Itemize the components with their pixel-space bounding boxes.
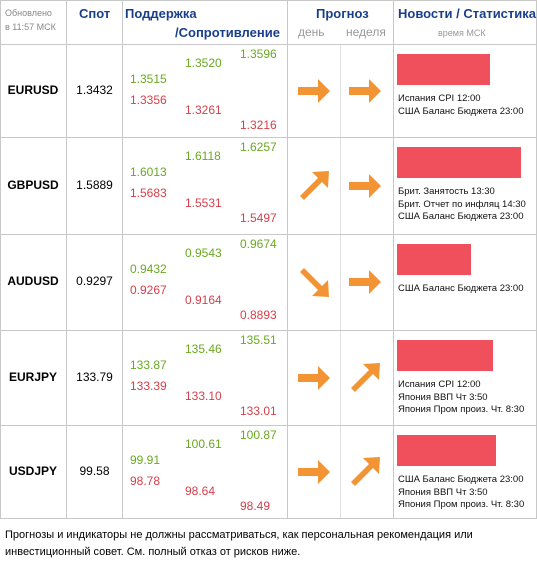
mid-level-1: 1.6118 [185, 149, 221, 163]
mid-level-1: 1.3520 [185, 56, 222, 70]
news-item: США Баланс Бюджета 23:00 [398, 211, 524, 222]
support-level-1: 0.9432 [130, 262, 167, 276]
news-item: Япония ВВП Чт 3:50 [398, 391, 488, 403]
mid-level-2: 1.5531 [185, 196, 222, 210]
news-item: Япония ВВП Чт 3:50 [398, 486, 488, 498]
spot-price: 1.5889 [76, 177, 113, 192]
spot-price: 0.9297 [76, 274, 113, 288]
arrow-right-icon [298, 365, 330, 390]
news-impact-bar [397, 54, 490, 85]
support-level-1: 1.6013 [130, 165, 167, 179]
news-impact-bar [397, 244, 471, 275]
resistance-level-2: 1.5497 [240, 211, 277, 225]
arrow-up-right-icon [300, 170, 329, 200]
resistance-level-1: 0.9674 [240, 237, 277, 251]
pair-name: USDJPY [8, 463, 58, 478]
arrow-right-icon [349, 78, 381, 103]
news-impact-bar [397, 147, 521, 178]
support-level-2: 98.78 [130, 474, 161, 488]
resistance-level-1: 100.87 [240, 428, 277, 442]
resistance-level-2: 0.8893 [240, 308, 277, 322]
updated-time: Обновлено в 11:57 МСК [5, 6, 56, 34]
updated-label: Обновлено [5, 8, 52, 18]
spot-header: Спот [79, 6, 111, 21]
support-level-2: 1.3356 [130, 93, 167, 107]
news-impact-bar [397, 340, 493, 371]
support-level-2: 1.5683 [130, 186, 167, 200]
pair-name: EURJPY [8, 369, 58, 384]
arrow-right-icon [298, 459, 330, 484]
mid-level-1: 135.46 [185, 342, 222, 356]
pair-name: EURUSD [7, 82, 59, 97]
resistance-level-1: 1.6257 [240, 140, 277, 154]
support-level-1: 1.3515 [130, 72, 167, 86]
arrow-up-right-icon [351, 362, 380, 392]
mid-level-2: 133.10 [185, 389, 222, 403]
support-level-2: 0.9267 [130, 283, 167, 297]
arrow-right-icon [298, 78, 330, 103]
support-level-2: 133.39 [130, 379, 167, 393]
news-item: Брит. Отчет по инфляц 14:30 [398, 198, 526, 210]
arrow-right-icon [349, 173, 381, 198]
mid-level-2: 1.3261 [185, 103, 222, 117]
forecast-header: Прогноз [316, 6, 369, 21]
spot-price: 133.79 [76, 369, 113, 384]
pair-name: GBPUSD [7, 177, 59, 192]
forecast-day-header: день [298, 25, 325, 39]
forecast-table: Обновлено в 11:57 МСК Спот Поддержка /Со… [0, 0, 537, 519]
news-header: Новости / Статистика [398, 6, 537, 21]
mid-level-1: 100.61 [185, 437, 222, 451]
news-item: США Баланс Бюджета 23:00 [398, 283, 524, 294]
mid-level-1: 0.9543 [185, 246, 222, 260]
support-header: Поддержка [125, 6, 197, 21]
support-level-1: 133.87 [130, 358, 167, 372]
arrow-up-right-icon [351, 456, 380, 486]
news-item: США Баланс Бюджета 23:00 [398, 474, 524, 485]
pair-name: AUDUSD [7, 274, 59, 288]
news-impact-bar [397, 435, 496, 466]
support-level-1: 99.91 [130, 453, 161, 467]
news-item: США Баланс Бюджета 23:00 [398, 105, 524, 117]
news-item: Брит. Занятость 13:30 [398, 186, 495, 197]
news-time-note: время МСК [438, 28, 486, 38]
arrow-down-right-icon [300, 268, 329, 297]
resistance-level-2: 98.49 [240, 499, 271, 513]
mid-level-2: 98.64 [185, 484, 216, 498]
spot-price: 99.58 [79, 463, 110, 478]
arrow-right-icon [349, 270, 381, 294]
resistance-level-2: 133.01 [240, 404, 277, 418]
news-item: Испания CPI 12:00 [398, 93, 481, 104]
news-item: Испания CPI 12:00 [398, 379, 481, 390]
forecast-week-header: неделя [346, 25, 386, 39]
resistance-header: /Сопротивление [175, 25, 280, 40]
mid-level-2: 0.9164 [185, 293, 222, 307]
news-item: Япония Пром произ. Чт. 8:30 [398, 499, 525, 510]
resistance-level-2: 1.3216 [240, 118, 277, 132]
resistance-level-1: 135.51 [240, 333, 277, 347]
resistance-level-1: 1.3596 [240, 47, 277, 61]
spot-price: 1.3432 [76, 82, 113, 97]
updated-timestamp: в 11:57 МСК [5, 22, 56, 32]
news-item: Япония Пром произ. Чт. 8:30 [398, 404, 525, 415]
disclaimer-text: Прогнозы и индикаторы не должны рассматр… [5, 529, 473, 558]
